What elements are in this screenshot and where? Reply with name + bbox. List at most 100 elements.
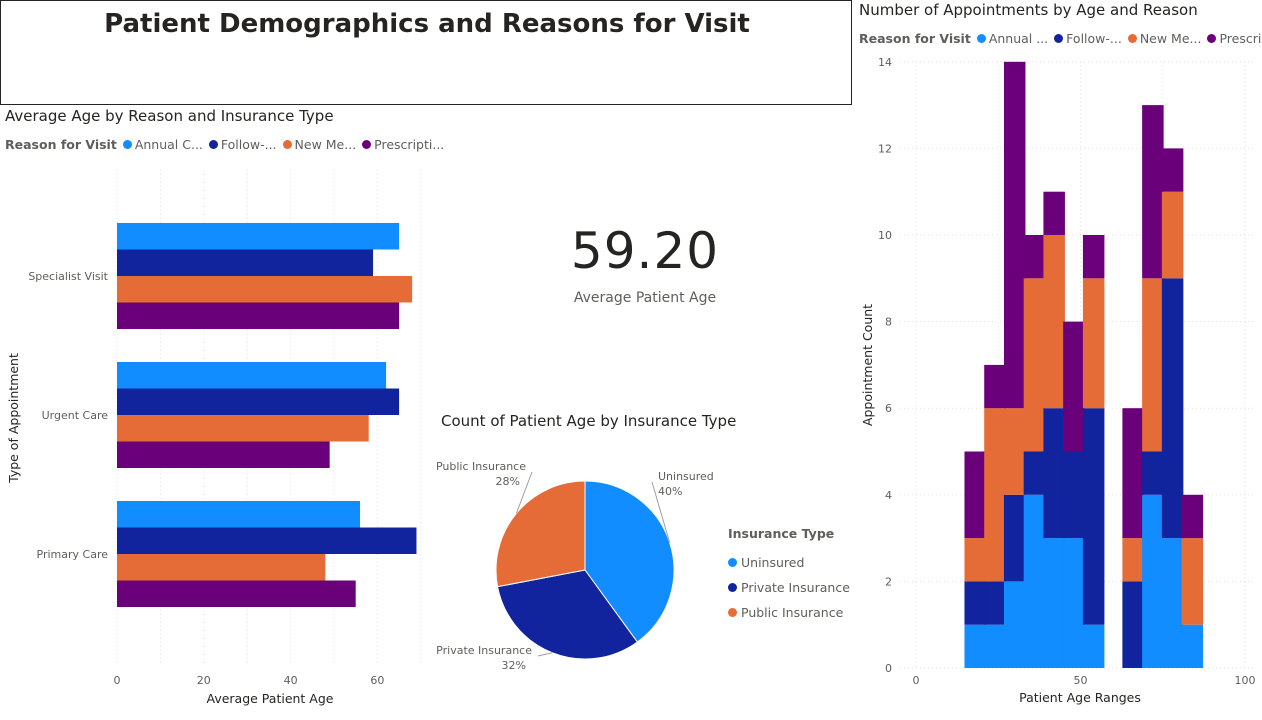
legend-dot-icon: [976, 34, 986, 43]
x-axis-title: Average Patient Age: [207, 691, 334, 706]
stacked-chart-title: Number of Appointments by Age and Reason: [859, 1, 1198, 19]
stacked-bar-segment: [1122, 538, 1144, 582]
appointments-stacked-chart[interactable]: 0 2 4 6 8 10 12 14 0 50 100 Patient Age Ranges Appoi…: [855, 50, 1260, 715]
y-tick-label: 14: [878, 56, 892, 69]
legend-item-follow[interactable]: Follow-...: [208, 137, 277, 152]
legend-title: Reason for Visit: [5, 137, 117, 152]
stacked-bar-segment: [1161, 191, 1184, 279]
y-tick-label: 6: [885, 402, 892, 415]
stacked-bar-segment: [1161, 148, 1184, 192]
bar-chart-legend[interactable]: Reason for Visit Annual C... Follow-... …: [5, 137, 450, 152]
legend-dot-icon: [1054, 34, 1064, 43]
stacked-bar-segment: [1181, 494, 1204, 539]
page-title: Patient Demographics and Reasons for Vis…: [104, 9, 750, 39]
pie-legend[interactable]: Insurance Type Uninsured Private Insuran…: [728, 526, 850, 625]
x-axis-title: Patient Age Ranges: [1019, 690, 1141, 705]
stacked-bar-segment: [984, 408, 1006, 582]
legend-item-follow[interactable]: Follow-...: [1054, 31, 1122, 46]
stacked-chart-legend[interactable]: Reason for Visit Annual ... Follow-... N…: [859, 31, 1262, 46]
x-tick-label: 50: [1074, 674, 1088, 687]
bar: [117, 388, 400, 415]
pie-legend-item-private[interactable]: Private Insurance: [728, 575, 850, 600]
stacked-bar-segment: [1161, 278, 1184, 539]
dashboard-title-box: Patient Demographics and Reasons for Vis…: [0, 0, 852, 105]
stacked-bar-segment: [1043, 408, 1065, 539]
stacked-bar-segment: [964, 451, 986, 539]
stacked-bar-segment: [1063, 321, 1085, 452]
stacked-bar-segment: [1003, 61, 1026, 409]
bar: [117, 223, 400, 250]
x-tick-label: 100: [1235, 674, 1256, 687]
y-tick-label: 10: [878, 229, 892, 242]
stacked-bar-segment: [1082, 235, 1105, 279]
pie-label-name: Private Insurance: [436, 644, 532, 657]
legend-dot-icon: [1207, 34, 1217, 43]
stacked-bar-segment: [1023, 451, 1046, 495]
legend-item-newmed[interactable]: New Me...: [1127, 31, 1201, 46]
stacked-bar-segment: [1142, 451, 1164, 495]
pie-label-name: Uninsured: [658, 470, 714, 483]
stacked-bar-segment: [1181, 624, 1204, 668]
y-category-label: Urgent Care: [42, 409, 109, 422]
y-tick-label: 4: [885, 489, 892, 502]
stacked-bar-segment: [1122, 408, 1144, 539]
pie-slice: [496, 569, 639, 660]
stacked-bar-segment: [1181, 538, 1204, 625]
legend-title: Reason for Visit: [859, 31, 971, 46]
stacked-bar-segment: [1043, 191, 1065, 235]
y-axis-title: Appointment Count: [860, 304, 875, 426]
y-tick-label: 8: [885, 316, 892, 329]
stacked-bar-segment: [1063, 538, 1085, 668]
pie-legend-item-uninsured[interactable]: Uninsured: [728, 550, 850, 575]
y-axis-title: Type of Appointment: [6, 353, 21, 484]
pie-legend-item-public[interactable]: Public Insurance: [728, 600, 850, 625]
stacked-bar-segment: [1161, 538, 1184, 668]
x-tick-label: 0: [913, 674, 920, 687]
x-tick-label: 20: [197, 674, 211, 687]
legend-item-newmed[interactable]: New Me...: [282, 137, 356, 152]
stacked-bar-segment: [1122, 581, 1144, 668]
insurance-pie-chart[interactable]: Uninsured 40% Private Insurance 32% Public I…: [430, 440, 730, 690]
stacked-bar-segment: [1023, 494, 1046, 668]
legend-dot-icon: [282, 140, 292, 149]
bar: [117, 527, 417, 554]
pie-leader-line: [651, 481, 671, 543]
bar: [117, 249, 374, 276]
stacked-bar-segment: [1043, 235, 1065, 409]
legend-dot-icon: [728, 558, 737, 567]
stacked-bar-segment: [1082, 624, 1105, 668]
stacked-bar-segment: [984, 364, 1006, 409]
legend-item-prescription[interactable]: Prescrip...: [1207, 31, 1262, 46]
pie-label-name: Public Insurance: [436, 460, 526, 473]
legend-dot-icon: [208, 140, 218, 149]
pie-label-percent: 28%: [496, 475, 520, 488]
bar: [117, 362, 387, 389]
pie-legend-title: Insurance Type: [728, 526, 835, 541]
stacked-bar-segment: [964, 624, 986, 668]
stacked-bar-segment: [1063, 451, 1085, 539]
legend-dot-icon: [728, 583, 737, 592]
stacked-bar-segment: [1023, 235, 1046, 279]
y-category-label: Primary Care: [37, 548, 109, 561]
pie-slice: [584, 480, 675, 643]
y-tick-label: 2: [885, 575, 892, 588]
bar: [117, 276, 413, 303]
stacked-bar-segment: [1023, 278, 1046, 452]
legend-item-prescription[interactable]: Prescripti...: [362, 137, 444, 152]
kpi-value: 59.20: [570, 222, 720, 280]
stacked-bar-segment: [1142, 278, 1164, 452]
pie-leader-line: [515, 471, 533, 514]
legend-dot-icon: [362, 140, 372, 149]
bar: [117, 501, 361, 528]
legend-item-annual[interactable]: Annual ...: [976, 31, 1048, 46]
stacked-bar-segment: [1142, 494, 1164, 668]
x-tick-label: 40: [284, 674, 298, 687]
x-tick-label: 0: [114, 674, 121, 687]
average-age-bar-chart[interactable]: 0 20 40 60 Specialist Visit Urgent Care Primar…: [0, 160, 440, 720]
legend-dot-icon: [122, 140, 132, 149]
bar: [117, 415, 369, 442]
bar: [117, 441, 330, 468]
legend-item-annual[interactable]: Annual C...: [122, 137, 203, 152]
stacked-bar-segment: [1082, 278, 1105, 409]
stacked-bar-segment: [964, 581, 986, 625]
